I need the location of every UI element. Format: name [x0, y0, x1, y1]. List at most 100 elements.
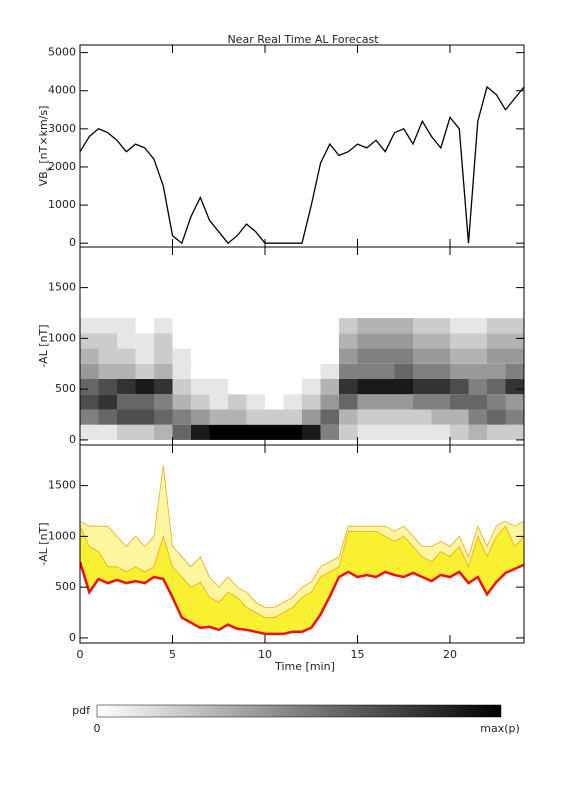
- heat-cell: [320, 333, 339, 349]
- heat-cell: [172, 363, 191, 379]
- heat-cell: [117, 348, 136, 364]
- heat-cell: [135, 348, 154, 364]
- heat-cell: [98, 379, 117, 395]
- heat-cell: [265, 394, 284, 410]
- heat-cell: [172, 318, 191, 334]
- heat-cell: [80, 318, 99, 334]
- data-line: [80, 85, 524, 245]
- heat-cell: [320, 424, 339, 440]
- heat-cell: [265, 333, 284, 349]
- heat-cell: [357, 318, 376, 334]
- heat-cell: [394, 348, 413, 364]
- heat-cell: [209, 424, 228, 440]
- heat-cell: [413, 394, 432, 410]
- heat-cell: [376, 379, 395, 395]
- heat-cell: [98, 333, 117, 349]
- heat-cell: [339, 363, 358, 379]
- heat-cell: [283, 363, 302, 379]
- heat-cell: [283, 409, 302, 425]
- heat-cell: [135, 394, 154, 410]
- y-axis-label: -AL [nT]: [37, 324, 50, 367]
- heat-cell: [80, 333, 99, 349]
- heat-cell: [450, 409, 469, 425]
- heat-cell: [283, 379, 302, 395]
- heat-cell: [394, 424, 413, 440]
- y-label-sub: s: [44, 167, 53, 171]
- plot-area: [80, 85, 524, 245]
- y-tick-label: 5000: [48, 46, 76, 59]
- heat-cell: [505, 379, 524, 395]
- heat-cell: [228, 363, 247, 379]
- heat-cell: [154, 394, 173, 410]
- heat-cell: [394, 409, 413, 425]
- heat-cell: [302, 333, 321, 349]
- heat-cell: [505, 333, 524, 349]
- heat-cell: [117, 394, 136, 410]
- heat-cell: [265, 409, 284, 425]
- heat-cell: [135, 409, 154, 425]
- heat-cell: [246, 379, 265, 395]
- y-tick-label: 4000: [48, 84, 76, 97]
- heat-cell: [357, 363, 376, 379]
- heat-cell: [357, 409, 376, 425]
- heat-cell: [487, 363, 506, 379]
- heat-cell: [172, 379, 191, 395]
- colorbar: [96, 704, 502, 718]
- heat-cell: [376, 409, 395, 425]
- heat-cell: [505, 424, 524, 440]
- heat-cell: [302, 424, 321, 440]
- y-label-unit: [nT×km/s]: [37, 106, 50, 168]
- heat-cell: [135, 363, 154, 379]
- heat-cell: [468, 318, 487, 334]
- heat-cell: [80, 379, 99, 395]
- plot-area: [80, 465, 524, 636]
- heat-cell: [431, 318, 450, 334]
- x-axis-label: Time [min]: [274, 660, 335, 673]
- heat-cell: [505, 348, 524, 364]
- heat-cell: [246, 318, 265, 334]
- heat-cell: [98, 348, 117, 364]
- heat-cell: [431, 394, 450, 410]
- y-axis-label: -AL [nT]: [37, 522, 50, 565]
- heat-cell: [246, 394, 265, 410]
- heat-cell: [191, 379, 210, 395]
- heat-cell: [394, 363, 413, 379]
- heat-cell: [154, 348, 173, 364]
- band-edge: [80, 465, 524, 608]
- heat-cell: [357, 394, 376, 410]
- x-tick-label: 10: [258, 648, 272, 661]
- heat-cell: [339, 424, 358, 440]
- heat-cell: [450, 379, 469, 395]
- heat-cell: [339, 318, 358, 334]
- heat-cell: [394, 379, 413, 395]
- heat-cell: [487, 333, 506, 349]
- heat-cell: [376, 424, 395, 440]
- heat-cell: [302, 318, 321, 334]
- heat-cell: [468, 424, 487, 440]
- heat-cell: [209, 318, 228, 334]
- heat-cell: [154, 424, 173, 440]
- heat-cell: [505, 363, 524, 379]
- heat-cell: [191, 394, 210, 410]
- heat-cell: [80, 394, 99, 410]
- heat-cell: [431, 348, 450, 364]
- heat-cell: [209, 409, 228, 425]
- heat-cell: [450, 424, 469, 440]
- heat-cell: [413, 348, 432, 364]
- heat-cell: [172, 424, 191, 440]
- heat-cell: [487, 318, 506, 334]
- heat-cell: [246, 348, 265, 364]
- heat-cell: [154, 363, 173, 379]
- y-tick-label: 0: [69, 236, 76, 249]
- heat-cell: [265, 424, 284, 440]
- heat-cell: [246, 409, 265, 425]
- heat-cell: [228, 318, 247, 334]
- heat-cell: [228, 348, 247, 364]
- heat-cell: [320, 394, 339, 410]
- heat-cell: [191, 348, 210, 364]
- heat-cell: [80, 409, 99, 425]
- heat-cell: [117, 379, 136, 395]
- x-tick-label: 20: [443, 648, 457, 661]
- heat-cell: [487, 424, 506, 440]
